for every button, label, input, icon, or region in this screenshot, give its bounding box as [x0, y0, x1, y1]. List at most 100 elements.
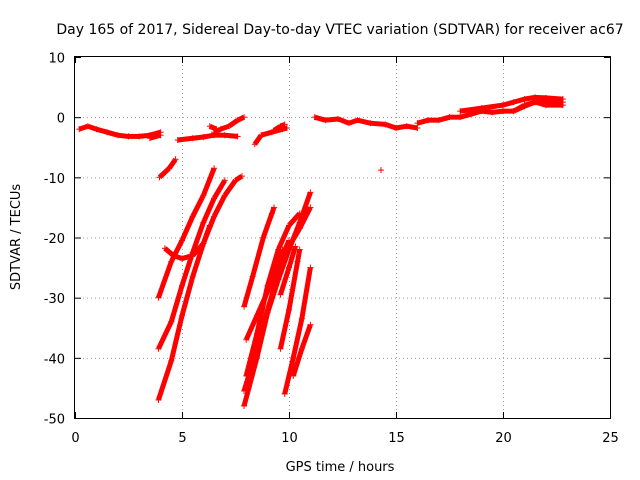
data-segment — [254, 309, 271, 350]
y-tick-label: 10 — [48, 52, 65, 67]
data-segment — [211, 179, 227, 200]
data-point — [206, 123, 213, 130]
data-point — [189, 135, 196, 142]
data-point — [281, 121, 288, 128]
data-point — [271, 204, 278, 211]
data-segment — [179, 275, 196, 317]
data-segment — [201, 197, 217, 224]
data-point — [155, 396, 162, 403]
data-point — [521, 96, 528, 103]
data-point — [200, 192, 207, 199]
data-segment — [250, 236, 266, 278]
data-point — [155, 294, 162, 301]
series-drop-4 — [155, 173, 245, 403]
data-point — [354, 117, 361, 124]
data-segment — [260, 129, 273, 138]
data-point — [155, 345, 162, 352]
data-point — [206, 222, 213, 229]
y-tick-label: -40 — [44, 352, 65, 367]
data-segment — [163, 246, 176, 258]
series-drop-14 — [290, 321, 314, 379]
x-tick-label: 10 — [281, 431, 298, 446]
data-segment — [265, 248, 281, 287]
data-point — [211, 195, 218, 202]
data-point — [189, 252, 196, 259]
data-point — [307, 321, 314, 328]
data-point — [457, 108, 464, 115]
data-point — [275, 258, 282, 265]
data-point — [500, 108, 506, 115]
data-point — [241, 387, 248, 394]
y-tick-label: 0 — [57, 112, 65, 127]
data-segment — [512, 104, 526, 114]
data-segment — [348, 117, 359, 126]
data-point — [268, 210, 275, 217]
data-point — [510, 99, 517, 106]
data-segment — [459, 111, 472, 120]
data-segment — [201, 224, 213, 245]
data-point — [335, 115, 342, 122]
series-drop-1 — [156, 156, 179, 181]
data-point — [311, 114, 318, 121]
data-segment — [149, 129, 162, 138]
data-segment — [156, 260, 174, 299]
data-segment — [277, 309, 292, 350]
data-segment — [227, 118, 240, 129]
data-point — [277, 345, 284, 352]
series-near-zero-2 — [146, 132, 164, 142]
data-point — [243, 336, 250, 343]
data-point — [200, 219, 207, 226]
data-point — [221, 132, 228, 139]
series-near-zero-8 — [311, 114, 421, 131]
data-segment — [201, 167, 217, 197]
data-point — [277, 291, 284, 298]
data-point — [234, 133, 241, 140]
data-point — [241, 114, 248, 121]
data-point — [296, 225, 303, 232]
data-point — [243, 372, 250, 379]
data-segment — [167, 157, 178, 170]
x-tick-label: 15 — [388, 431, 405, 446]
data-point — [457, 114, 464, 121]
data-point — [446, 114, 453, 121]
plot-frame — [74, 56, 611, 419]
data-segment — [438, 114, 451, 123]
data-segment — [314, 114, 327, 123]
series-near-zero-3 — [174, 132, 241, 144]
data-segment — [384, 122, 397, 131]
data-segment — [287, 211, 302, 228]
series-near-zero-5 — [206, 123, 220, 133]
data-segment — [179, 215, 195, 242]
data-point — [136, 133, 143, 140]
data-segment — [337, 116, 350, 126]
data-point — [211, 213, 218, 220]
x-tick-label: 0 — [71, 431, 79, 446]
data-point — [559, 99, 566, 106]
data-segment — [276, 224, 292, 251]
data-point — [189, 273, 196, 280]
y-axis-label: SDTVAR / TECUs — [9, 184, 24, 291]
data-point — [286, 237, 292, 244]
data-point — [241, 303, 248, 310]
data-segment — [286, 227, 302, 248]
data-point — [260, 234, 267, 241]
data-point — [345, 120, 352, 127]
data-point — [168, 258, 175, 265]
data-point — [189, 213, 196, 220]
data-segment — [168, 284, 185, 323]
data-segment — [265, 272, 281, 311]
data-point — [281, 390, 288, 397]
data-point — [403, 123, 410, 130]
data-segment — [219, 123, 230, 132]
data-segment — [156, 320, 174, 350]
data-point — [226, 123, 233, 130]
data-point — [271, 127, 278, 134]
data-point — [393, 124, 399, 131]
data-point — [286, 306, 292, 313]
data-segment — [222, 178, 238, 197]
data-segment — [416, 117, 429, 126]
data-point — [307, 264, 314, 271]
x-tick-label: 5 — [178, 431, 186, 446]
series-drop-10 — [243, 210, 303, 379]
